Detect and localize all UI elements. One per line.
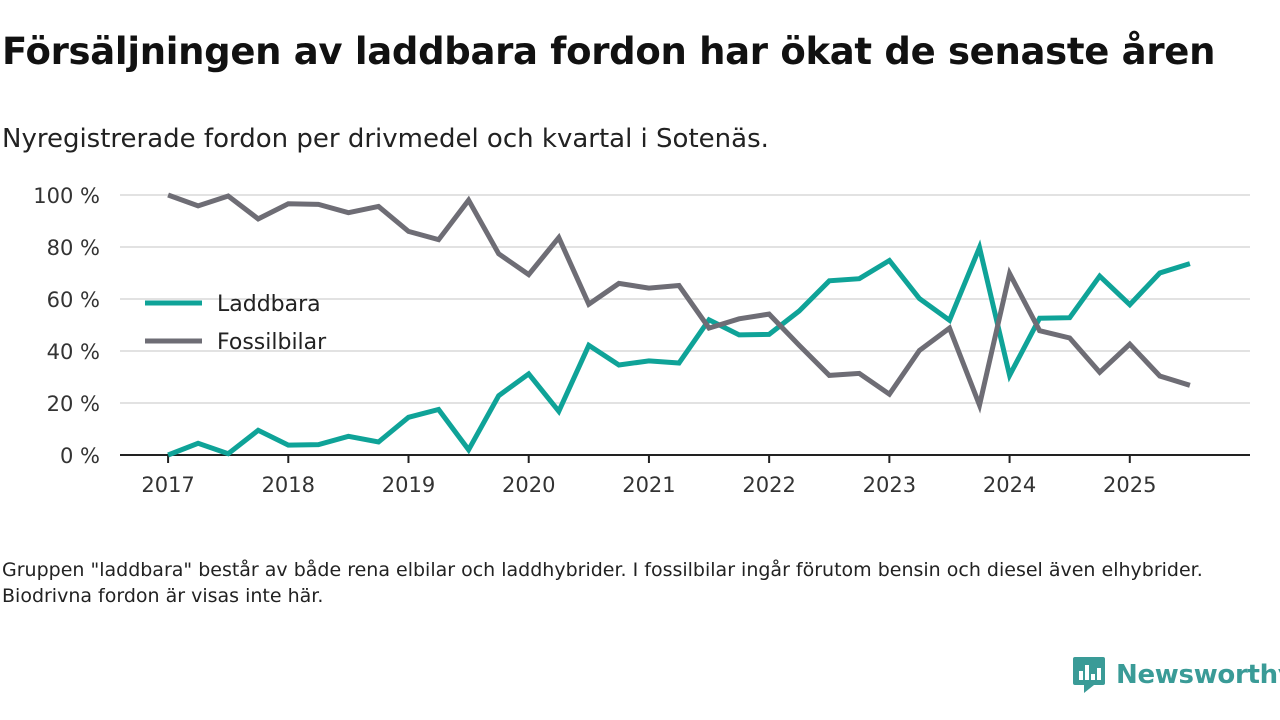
series-line-laddbara [167, 239, 1191, 458]
newsworthy-logo-icon [1073, 657, 1105, 693]
series-line-fossilbilar [167, 192, 1191, 414]
page-title: Försäljningen av laddbara fordon har öka… [2, 30, 1216, 73]
x-tick-label: 2019 [382, 473, 435, 497]
y-tick-label: 100 % [33, 184, 100, 208]
y-tick-label: 20 % [47, 392, 100, 416]
newsworthy-logo[interactable]: Newsworthy [1072, 655, 1280, 695]
x-tick-label: 2024 [983, 473, 1036, 497]
page-subtitle: Nyregistrerade fordon per drivmedel och … [2, 124, 769, 154]
legend-label-fossilbilar: Fossilbilar [217, 330, 327, 355]
x-tick-label: 2020 [502, 473, 555, 497]
y-tick-label: 80 % [47, 236, 100, 260]
x-tick-label: 2018 [262, 473, 315, 497]
grid-lines [120, 194, 1250, 404]
footnote: Gruppen "laddbara" består av både rena e… [2, 559, 1203, 607]
legend: Laddbara Fossilbilar [145, 292, 327, 355]
axes: 0 % 20 % 40 % 60 % 80 % 100 % 2017 2018 2019 2020… [33, 184, 1250, 497]
x-tick-label: 2017 [141, 473, 194, 497]
legend-label-laddbara: Laddbara [217, 292, 321, 317]
x-tick-label: 2023 [863, 473, 916, 497]
x-tick-label: 2021 [622, 473, 675, 497]
y-tick-label: 60 % [47, 288, 100, 312]
logo-text: Newsworthy [1116, 660, 1280, 690]
x-tick-label: 2025 [1103, 473, 1156, 497]
line-chart: 0 % 20 % 40 % 60 % 80 % 100 % 2017 2018 2019 2020… [33, 184, 1250, 497]
x-tick-label: 2022 [742, 473, 795, 497]
series-lines [167, 192, 1191, 458]
y-tick-label: 0 % [60, 444, 100, 468]
y-tick-label: 40 % [47, 340, 100, 364]
